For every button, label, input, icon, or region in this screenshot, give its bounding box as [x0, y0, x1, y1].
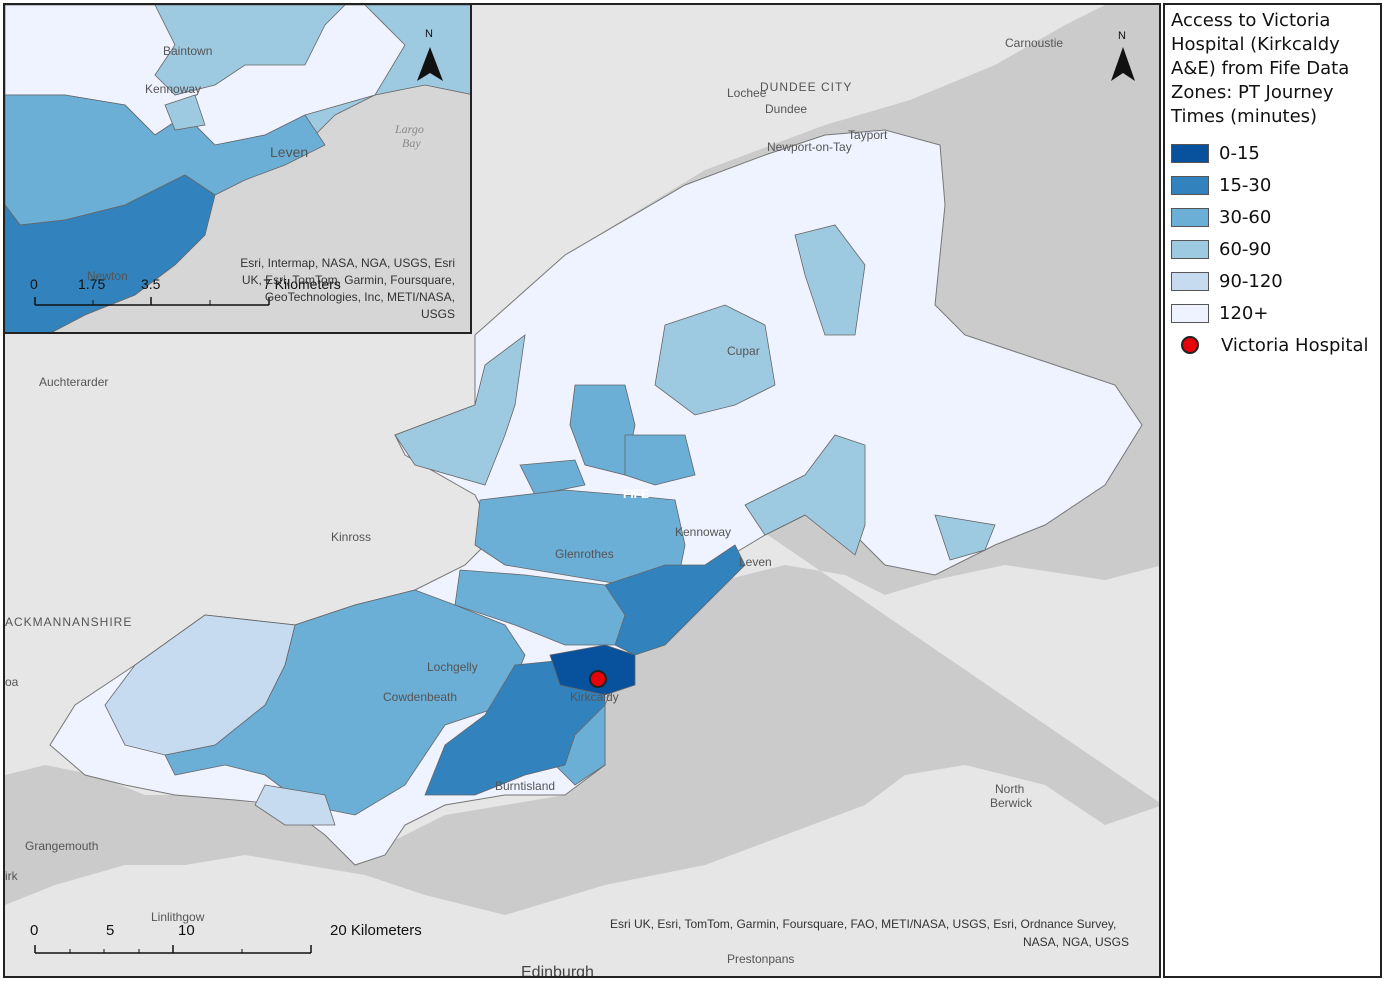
label-leven: Leven	[739, 555, 772, 569]
legend-row: 30-60	[1171, 201, 1374, 233]
legend-swatch	[1171, 239, 1209, 259]
inset-label-largo: Largo	[394, 122, 424, 136]
legend-swatch	[1171, 143, 1209, 163]
label-north-berwick-2: Berwick	[990, 796, 1033, 810]
inset-attribution-4: USGS	[421, 307, 455, 321]
label-tayport: Tayport	[848, 128, 888, 142]
legend-label: 15-30	[1219, 174, 1272, 196]
svg-text:N: N	[425, 28, 433, 40]
label-falkirk: irk	[5, 869, 19, 883]
svg-text:0: 0	[30, 276, 38, 292]
data-zones	[104, 224, 996, 826]
label-cupar: Cupar	[727, 344, 760, 358]
zone-15-30[interactable]	[604, 544, 746, 656]
legend: Access to Victoria Hospital (Kirkcaldy A…	[1163, 3, 1382, 978]
inset-label-baintown: Baintown	[163, 44, 212, 58]
inset-attribution-2: UK, Esri, TomTom, Garmin, Foursquare,	[242, 273, 455, 287]
legend-marker-row: Victoria Hospital	[1171, 329, 1374, 361]
label-newport: Newport-on-Tay	[767, 140, 852, 154]
inset-label-kennoway: Kennoway	[145, 82, 201, 96]
legend-label: 120+	[1219, 302, 1269, 324]
svg-text:0: 0	[30, 922, 38, 939]
label-lochgelly: Lochgelly	[427, 660, 478, 674]
label-dundee: Dundee	[765, 102, 807, 116]
scale-bar: 0 5 10 20 Kilometers	[30, 922, 422, 954]
legend-row: 15-30	[1171, 169, 1374, 201]
label-lochee: Lochee	[727, 86, 767, 100]
hospital-marker-icon	[1181, 336, 1199, 354]
label-north-berwick-1: North	[995, 782, 1024, 796]
legend-row: 60-90	[1171, 233, 1374, 265]
zone-60-90[interactable]	[744, 434, 866, 556]
label-auchterarder: Auchterarder	[39, 375, 108, 389]
legend-row: 90-120	[1171, 265, 1374, 297]
label-prestonpans: Prestonpans	[727, 952, 794, 966]
legend-items: 0-15 15-30 30-60 60-90 90-120 120+	[1171, 137, 1374, 329]
legend-swatch	[1171, 271, 1209, 291]
zone-30-60[interactable]	[624, 434, 696, 486]
north-arrow: N	[1111, 30, 1135, 81]
label-cowdenbeath: Cowdenbeath	[383, 690, 457, 704]
label-fife: FIFE	[623, 487, 649, 501]
inset-zone-kennoway[interactable]	[164, 94, 206, 131]
legend-title: Access to Victoria Hospital (Kirkcaldy A…	[1171, 10, 1350, 127]
inset-map[interactable]: Baintown Kennoway Leven Largo Bay Newton…	[3, 3, 472, 334]
zone-90-120[interactable]	[254, 784, 336, 826]
legend-label: 60-90	[1219, 238, 1272, 260]
inset-label-bay: Bay	[402, 136, 421, 150]
svg-text:10: 10	[178, 922, 195, 939]
legend-label: 0-15	[1219, 142, 1260, 164]
attribution-line-1: Esri UK, Esri, TomTom, Garmin, Foursquar…	[610, 917, 1116, 931]
inset-scale-bar: 0 1.75 3.5 7 Kilometers	[30, 276, 341, 306]
inset-label-newton: Newton	[87, 269, 128, 283]
svg-text:3.5: 3.5	[141, 276, 161, 292]
legend-swatch	[1171, 175, 1209, 195]
label-kirkcaldy: Kirkcaldy	[570, 690, 619, 704]
legend-row: 0-15	[1171, 137, 1374, 169]
inset-north-arrow: N	[417, 28, 443, 81]
zone-0-15[interactable]	[549, 644, 636, 696]
inset-map-canvas: Baintown Kennoway Leven Largo Bay Newton…	[5, 5, 470, 334]
inset-attribution-3: GeoTechnologies, Inc, METI/NASA,	[265, 290, 455, 304]
attribution-line-2: NASA, NGA, USGS	[1023, 935, 1129, 949]
inset-attribution-1: Esri, Intermap, NASA, NGA, USGS, Esri	[240, 256, 455, 270]
label-edinburgh: Edinburgh	[521, 964, 594, 978]
svg-text:7 Kilometers: 7 Kilometers	[263, 276, 341, 292]
zone-90-120[interactable]	[104, 614, 296, 756]
label-grangemouth: Grangemouth	[25, 839, 98, 853]
label-linlithgow: Linlithgow	[151, 910, 205, 924]
label-kennoway: Kennoway	[675, 525, 731, 539]
label-carnoustie: Carnoustie	[1005, 36, 1063, 50]
svg-text:1.75: 1.75	[78, 276, 105, 292]
svg-text:20 Kilometers: 20 Kilometers	[330, 922, 422, 939]
label-alloa: oa	[5, 675, 19, 689]
legend-swatch	[1171, 303, 1209, 323]
label-kinross: Kinross	[331, 530, 371, 544]
zone-30-60[interactable]	[519, 459, 586, 496]
zone-60-90[interactable]	[654, 304, 776, 416]
label-clackmannanshire: ACKMANNANSHIRE	[5, 615, 132, 629]
legend-swatch	[1171, 207, 1209, 227]
svg-text:N: N	[1118, 30, 1126, 42]
zone-60-90[interactable]	[394, 334, 526, 486]
inset-label-leven: Leven	[270, 144, 308, 160]
legend-label: 30-60	[1219, 206, 1272, 228]
zone-60-90[interactable]	[794, 224, 866, 336]
inset-zone-15-30[interactable]	[5, 174, 216, 334]
legend-row: 120+	[1171, 297, 1374, 329]
svg-text:5: 5	[106, 922, 114, 939]
victoria-hospital-marker[interactable]	[589, 670, 607, 688]
legend-label: 90-120	[1219, 270, 1283, 292]
legend-marker-label: Victoria Hospital	[1221, 334, 1369, 356]
label-dundee-city: DUNDEE CITY	[760, 80, 852, 94]
label-burntisland: Burntisland	[495, 779, 555, 793]
label-glenrothes: Glenrothes	[555, 547, 614, 561]
zone-60-90[interactable]	[934, 514, 996, 561]
